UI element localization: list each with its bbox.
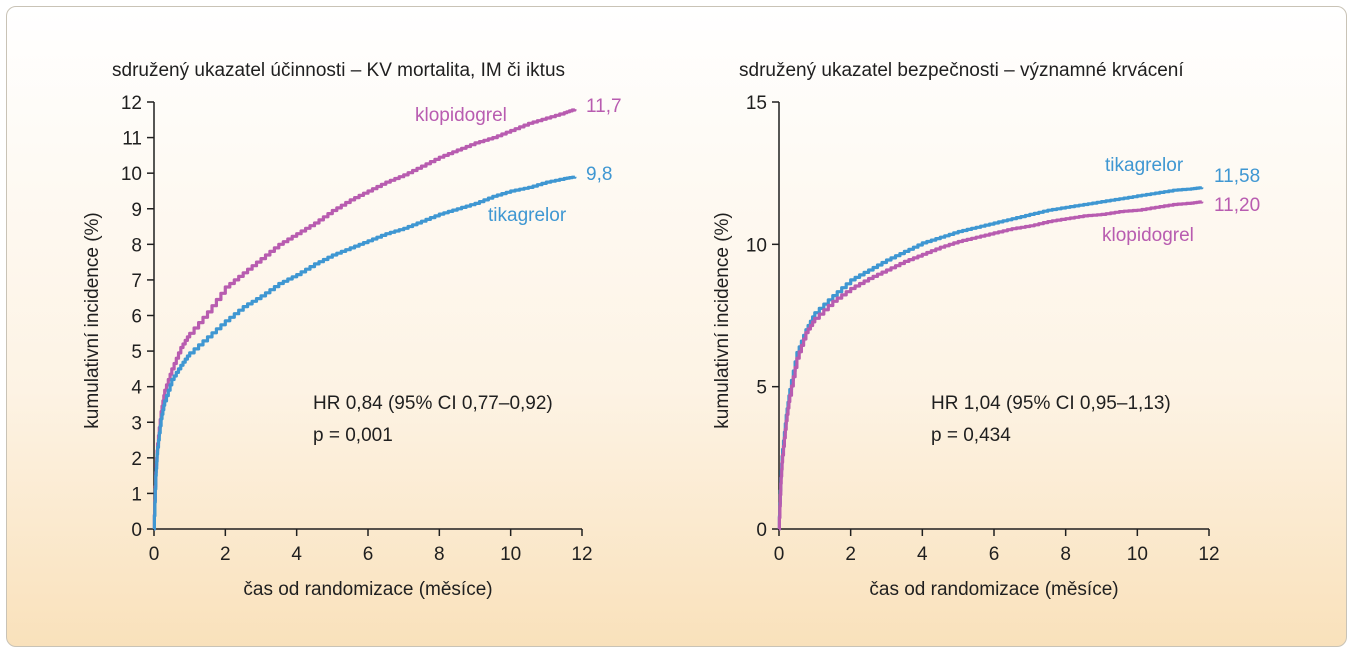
series-end-label: 11,7 <box>586 96 622 117</box>
x-tick-label: 6 <box>363 544 374 565</box>
y-tick-label: 3 <box>131 413 142 434</box>
figure-panel <box>6 6 1347 647</box>
series-end-label: 11,58 <box>1214 166 1260 187</box>
x-tick-label: 8 <box>1060 544 1071 565</box>
x-axis-label: čas od randomizace (měsíce) <box>869 579 1118 600</box>
series-end-label: 9,8 <box>586 164 612 185</box>
chart-1: sdružený ukazatel účinnosti – KV mortali… <box>82 60 622 600</box>
x-tick-label: 4 <box>291 544 302 565</box>
x-tick-label: 12 <box>1198 544 1219 565</box>
series-line-tikagrelor <box>152 175 577 531</box>
x-tick-label: 8 <box>434 544 445 565</box>
chart-title: sdružený ukazatel účinnosti – KV mortali… <box>112 60 565 81</box>
series-name-label: tikagrelor <box>488 205 567 226</box>
y-tick-label: 5 <box>756 378 767 399</box>
y-tick-label: 5 <box>131 342 142 363</box>
y-tick-label: 12 <box>121 93 142 114</box>
stats-annotation: p = 0,001 <box>313 425 393 446</box>
y-tick-label: 10 <box>121 164 142 185</box>
chart-title: sdružený ukazatel bezpečnosti – významné… <box>739 60 1184 81</box>
y-tick-label: 10 <box>746 235 767 256</box>
stats-annotation: HR 0,84 (95% CI 0,77–0,92) <box>313 393 553 414</box>
x-tick-label: 0 <box>149 544 160 565</box>
x-tick-label: 0 <box>774 544 785 565</box>
stats-annotation: p = 0,434 <box>931 425 1011 446</box>
series-name-label: klopidogrel <box>415 105 507 126</box>
y-axis-label: kumulativní incidence (%) <box>712 212 733 428</box>
x-tick-label: 10 <box>1127 544 1148 565</box>
y-tick-label: 0 <box>131 520 142 541</box>
y-tick-label: 11 <box>122 129 142 150</box>
y-tick-label: 1 <box>131 484 142 505</box>
y-tick-label: 8 <box>131 235 142 256</box>
y-tick-label: 7 <box>131 271 142 292</box>
stats-annotation: HR 1,04 (95% CI 0,95–1,13) <box>931 393 1171 414</box>
series-name-label: klopidogrel <box>1102 225 1194 246</box>
y-tick-label: 2 <box>131 449 142 470</box>
y-tick-label: 4 <box>131 378 142 399</box>
series-name-label: tikagrelor <box>1105 155 1184 176</box>
y-tick-label: 15 <box>746 93 767 114</box>
x-tick-label: 12 <box>571 544 592 565</box>
x-tick-label: 2 <box>220 544 231 565</box>
x-tick-label: 2 <box>845 544 856 565</box>
y-axis-label: kumulativní incidence (%) <box>82 212 103 428</box>
y-tick-label: 6 <box>131 307 142 328</box>
y-tick-label: 9 <box>131 200 142 221</box>
x-tick-label: 10 <box>500 544 521 565</box>
series-line-klopidogrel <box>152 108 577 531</box>
x-tick-label: 4 <box>917 544 928 565</box>
x-axis-label: čas od randomizace (měsíce) <box>243 579 492 600</box>
chart-2: sdružený ukazatel bezpečnosti – významné… <box>712 60 1260 600</box>
y-tick-label: 0 <box>756 520 767 541</box>
x-tick-label: 6 <box>989 544 1000 565</box>
series-end-label: 11,20 <box>1214 195 1260 216</box>
series-line-klopidogrel <box>777 200 1204 531</box>
